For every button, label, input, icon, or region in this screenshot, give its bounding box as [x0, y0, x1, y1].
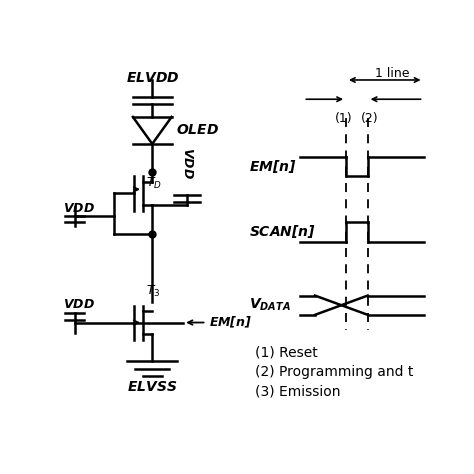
- Text: $T_D$: $T_D$: [146, 176, 162, 191]
- Text: (3) Emission: (3) Emission: [255, 384, 340, 398]
- Text: $T_3$: $T_3$: [146, 284, 161, 300]
- Text: $\bfit{VDD}$: $\bfit{VDD}$: [181, 146, 193, 179]
- Text: 1 line: 1 line: [375, 67, 410, 80]
- Text: $\bfit{ELVSS}$: $\bfit{ELVSS}$: [127, 380, 177, 394]
- Text: $\bfit{V}_{\bfit{DATA}}$: $\bfit{V}_{\bfit{DATA}}$: [249, 297, 291, 313]
- Text: (1) Reset: (1) Reset: [255, 346, 317, 360]
- Text: $\bfit{SCAN[n]}$: $\bfit{SCAN[n]}$: [249, 223, 316, 240]
- Text: (2): (2): [361, 112, 379, 125]
- Text: $\bfit{EM[n]}$: $\bfit{EM[n]}$: [249, 158, 297, 175]
- Text: (2) Programming and t: (2) Programming and t: [255, 365, 413, 379]
- Text: $\bfit{OLED}$: $\bfit{OLED}$: [175, 123, 219, 137]
- Text: $\bfit{EM[n]}$: $\bfit{EM[n]}$: [209, 315, 252, 330]
- Text: $\bfit{VDD}$: $\bfit{VDD}$: [63, 298, 95, 311]
- Text: $\bfit{ELVDD}$: $\bfit{ELVDD}$: [126, 71, 179, 85]
- Text: $\bfit{VDD}$: $\bfit{VDD}$: [63, 202, 95, 215]
- Text: (1): (1): [335, 112, 353, 125]
